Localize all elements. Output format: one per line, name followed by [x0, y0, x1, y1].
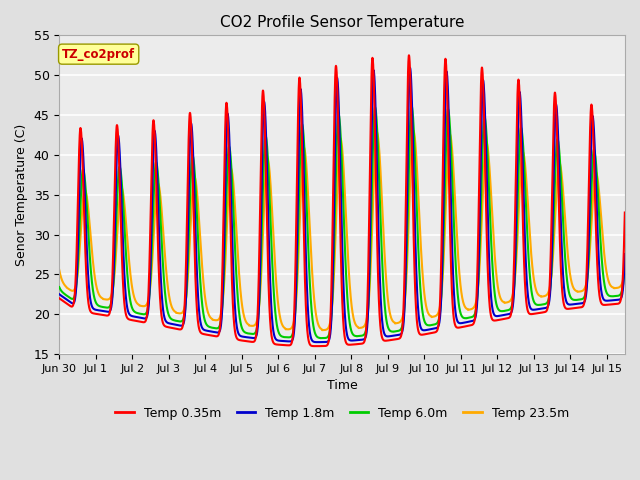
Temp 6.0m: [422, 320, 429, 326]
Temp 1.8m: [422, 327, 429, 333]
Temp 1.8m: [56, 291, 63, 297]
Temp 0.35m: [605, 302, 613, 308]
Temp 1.8m: [181, 313, 189, 319]
Temp 0.35m: [621, 210, 628, 216]
Temp 0.35m: [181, 299, 189, 304]
Temp 23.5m: [568, 281, 576, 287]
Temp 0.35m: [568, 306, 576, 312]
Temp 6.0m: [605, 293, 613, 299]
Temp 6.0m: [408, 103, 415, 108]
Temp 1.8m: [314, 339, 321, 345]
Temp 6.0m: [232, 264, 240, 270]
X-axis label: Time: Time: [327, 379, 358, 392]
Temp 6.0m: [429, 322, 437, 328]
Temp 23.5m: [621, 265, 628, 271]
Temp 1.8m: [429, 326, 437, 332]
Temp 23.5m: [181, 303, 189, 309]
Line: Temp 1.8m: Temp 1.8m: [60, 68, 625, 342]
Line: Temp 6.0m: Temp 6.0m: [60, 106, 625, 338]
Temp 23.5m: [429, 314, 437, 320]
Temp 0.35m: [232, 333, 240, 339]
Temp 23.5m: [232, 219, 240, 225]
Y-axis label: Senor Temperature (C): Senor Temperature (C): [15, 123, 28, 266]
Temp 1.8m: [621, 251, 628, 257]
Line: Temp 0.35m: Temp 0.35m: [60, 55, 625, 346]
Temp 0.35m: [422, 331, 429, 337]
Line: Temp 23.5m: Temp 23.5m: [60, 131, 625, 330]
Temp 1.8m: [568, 301, 576, 307]
Temp 6.0m: [568, 296, 576, 302]
Temp 23.5m: [422, 299, 429, 304]
Temp 0.35m: [429, 330, 437, 336]
Temp 6.0m: [56, 284, 63, 290]
Legend: Temp 0.35m, Temp 1.8m, Temp 6.0m, Temp 23.5m: Temp 0.35m, Temp 1.8m, Temp 6.0m, Temp 2…: [111, 402, 574, 425]
Temp 23.5m: [410, 128, 417, 133]
Temp 0.35m: [312, 343, 319, 349]
Temp 1.8m: [232, 317, 240, 323]
Temp 0.35m: [56, 295, 63, 301]
Temp 6.0m: [621, 261, 628, 267]
Temp 1.8m: [406, 65, 414, 71]
Temp 23.5m: [605, 280, 613, 286]
Temp 6.0m: [181, 309, 189, 314]
Title: CO2 Profile Sensor Temperature: CO2 Profile Sensor Temperature: [220, 15, 465, 30]
Temp 23.5m: [318, 327, 326, 333]
Text: TZ_co2prof: TZ_co2prof: [62, 48, 135, 60]
Temp 6.0m: [316, 335, 324, 341]
Temp 1.8m: [605, 298, 613, 303]
Temp 23.5m: [56, 267, 63, 273]
Temp 0.35m: [405, 52, 413, 58]
